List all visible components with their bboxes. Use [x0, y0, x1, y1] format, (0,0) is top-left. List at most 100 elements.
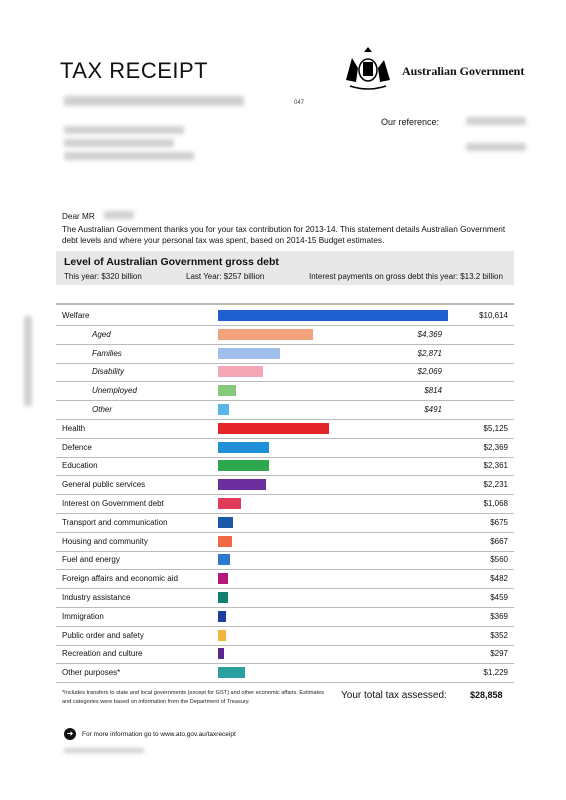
category-label: Unemployed — [92, 386, 137, 396]
amount-label: $2,361 — [483, 461, 508, 471]
category-label: Immigration — [62, 611, 104, 621]
debt-last-year: Last Year: $257 billion — [186, 272, 265, 281]
amount-label: $4,369 — [417, 329, 442, 339]
table-row: General public services $2,231 — [56, 476, 514, 496]
amount-label: $675 — [490, 517, 508, 527]
address-redacted — [64, 152, 194, 160]
arrow-right-icon: ➜ — [64, 728, 76, 740]
category-label: Other purposes* — [62, 668, 121, 678]
table-row: Fuel and energy $560 — [56, 551, 514, 571]
address-redacted — [64, 126, 184, 134]
amount-label: $5,125 — [483, 423, 508, 433]
table-row: Aged $4,369 — [56, 326, 514, 345]
amount-label: $482 — [490, 574, 508, 584]
spending-bar — [218, 460, 270, 472]
spending-bar — [218, 328, 313, 340]
spending-bar — [218, 366, 263, 378]
debt-box — [56, 251, 514, 285]
category-label: Transport and communication — [62, 517, 168, 527]
spending-bar — [218, 610, 226, 622]
amount-label: $1,068 — [483, 499, 508, 508]
debt-interest: Interest payments on gross debt this yea… — [309, 272, 503, 281]
debt-title: Level of Australian Government gross deb… — [64, 256, 279, 268]
spending-bar — [218, 441, 270, 453]
table-row: Education $2,361 — [56, 457, 514, 477]
table-row: Health $5,125 — [56, 420, 514, 439]
name-redacted — [104, 211, 134, 219]
category-label: Defence — [62, 442, 92, 452]
more-info-text: For more information go to www.ato.gov.a… — [82, 731, 236, 738]
document-code: 047 — [294, 100, 305, 106]
amount-label: $667 — [490, 536, 508, 546]
amount-label: $2,069 — [417, 367, 442, 377]
spending-bar — [218, 535, 233, 547]
amount-label: $2,231 — [483, 480, 508, 490]
spending-bar — [218, 629, 226, 641]
table-row: Transport and communication $675 — [56, 514, 514, 533]
spending-bar — [218, 422, 330, 434]
category-label: Other — [92, 405, 113, 414]
reference-redacted — [466, 117, 526, 125]
spending-bar — [218, 554, 231, 566]
spending-bar — [218, 385, 236, 397]
total-label: Your total tax assessed: — [341, 690, 447, 701]
category-label: Health — [62, 423, 86, 433]
spending-bar — [218, 667, 245, 679]
coat-of-arms-icon — [346, 47, 390, 90]
table-row: Other purposes* $1,229 — [56, 664, 514, 684]
category-label: Education — [62, 461, 98, 471]
spending-bar — [218, 648, 225, 660]
table-row: Immigration $369 — [56, 608, 514, 627]
table-row: Welfare $10,614 — [56, 307, 514, 326]
category-label: Fuel and energy — [62, 555, 120, 565]
amount-label: $2,871 — [417, 348, 442, 358]
amount-label: $491 — [424, 405, 442, 414]
table-row: Defence $2,369 — [56, 439, 514, 458]
amount-label: $369 — [490, 611, 508, 621]
table-row: Foreign affairs and economic aid $482 — [56, 570, 514, 590]
amount-label: $1,229 — [483, 668, 508, 678]
table-row: Families $2,871 — [56, 345, 514, 364]
side-code-redacted — [24, 316, 32, 406]
spending-bar — [218, 573, 229, 585]
footer-redacted — [64, 748, 144, 753]
amount-label: $10,614 — [479, 311, 508, 320]
category-label: Interest on Government debt — [62, 499, 164, 508]
spending-bar — [218, 498, 242, 509]
category-label: Industry assistance — [62, 593, 131, 602]
amount-label: $297 — [490, 649, 508, 659]
amount-label: $2,369 — [483, 442, 508, 452]
amount-label: $352 — [490, 630, 508, 640]
category-label: General public services — [62, 480, 146, 490]
letter-body: The Australian Government thanks you for… — [62, 225, 506, 245]
table-row: Interest on Government debt $1,068 — [56, 495, 514, 514]
category-label: Foreign affairs and economic aid — [62, 574, 178, 584]
reference-label: Our reference: — [381, 117, 440, 127]
amount-label: $459 — [490, 593, 508, 602]
date-redacted — [466, 143, 526, 151]
address-redacted — [64, 139, 174, 147]
table-row: Housing and community $667 — [56, 533, 514, 552]
amount-label: $560 — [490, 555, 508, 565]
spending-bar — [218, 516, 233, 528]
table-row: Industry assistance $459 — [56, 589, 514, 608]
total-value: $28,858 — [470, 690, 503, 700]
table-row: Public order and safety $352 — [56, 627, 514, 646]
table-row: Disability $2,069 — [56, 363, 514, 383]
category-label: Disability — [92, 367, 125, 377]
category-label: Aged — [92, 329, 111, 339]
footnote: *Includes transfers to state and local g… — [62, 690, 324, 705]
spending-bar — [218, 347, 281, 359]
category-label: Welfare — [62, 311, 90, 320]
category-label: Housing and community — [62, 536, 148, 546]
address-redacted — [64, 96, 244, 106]
spending-bar — [218, 404, 229, 415]
government-name: Australian Government — [402, 64, 525, 78]
category-label: Recreation and culture — [62, 649, 143, 659]
page-title: TAX RECEIPT — [60, 58, 209, 83]
spending-bar — [218, 310, 448, 321]
debt-this-year: This year: $320 billion — [64, 272, 142, 281]
category-label: Families — [92, 348, 122, 358]
table-row: Other $491 — [56, 401, 514, 420]
category-label: Public order and safety — [62, 630, 144, 640]
